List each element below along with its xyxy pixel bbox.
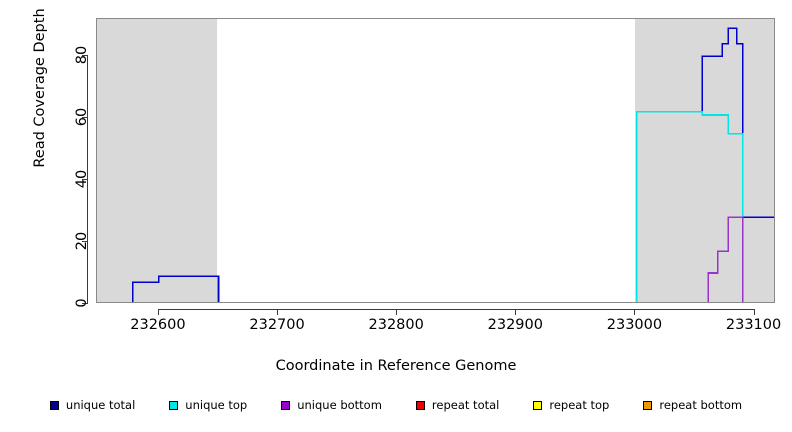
y-axis-tick (82, 117, 88, 119)
x-axis-line (157, 309, 754, 310)
legend: unique total unique top unique bottom repea… (0, 398, 792, 412)
legend-label: repeat top (549, 398, 610, 412)
x-axis-label: Coordinate in Reference Genome (275, 358, 517, 374)
x-axis-tick-label: 232600 (130, 317, 186, 333)
y-axis-tick (82, 241, 88, 243)
y-axis-tick (82, 303, 88, 304)
legend-item[interactable]: repeat total (415, 398, 500, 412)
x-axis-tick-label: 233100 (725, 317, 782, 333)
legend-swatch-icon (281, 400, 291, 410)
legend-swatch-icon (415, 400, 425, 410)
x-axis-tick (634, 309, 636, 315)
legend-label: unique bottom (297, 398, 382, 412)
y-axis-tick-label: 0 (74, 298, 90, 308)
x-axis-tick-label: 232700 (249, 317, 305, 333)
x-axis-tick-label: 232800 (368, 317, 424, 333)
series-line (131, 27, 774, 302)
x-axis-tick (157, 309, 159, 315)
legend-label: repeat bottom (659, 398, 743, 412)
legend-label: repeat total (431, 398, 500, 412)
legend-swatch-icon (169, 400, 179, 410)
legend-item[interactable]: repeat bottom (643, 398, 742, 412)
y-axis-tick-label: 20 (74, 231, 90, 251)
y-axis-tick-label: 60 (74, 107, 90, 127)
legend-label: unique total (65, 398, 136, 412)
x-axis-tick (277, 309, 279, 315)
y-axis-label: Read Coverage Depth (32, 8, 48, 168)
y-axis-tick (82, 55, 88, 57)
legend-item[interactable]: repeat top (533, 398, 609, 412)
shaded-region (635, 19, 774, 302)
series-line (707, 216, 744, 302)
x-axis-tick-label: 232900 (487, 317, 543, 333)
x-axis-tick (515, 309, 517, 315)
x-axis-tick-label: 233000 (606, 317, 663, 333)
y-axis-tick (82, 179, 88, 181)
legend-swatch-icon (533, 400, 543, 410)
series-lines (131, 27, 774, 302)
y-axis-tick-label: 40 (74, 169, 90, 189)
y-axis-tick-label: 80 (74, 45, 90, 65)
legend-swatch-icon (49, 400, 59, 410)
legend-label: unique top (185, 398, 248, 412)
legend-item[interactable]: unique top (169, 398, 247, 412)
x-axis-tick (396, 309, 398, 315)
shaded-region (97, 19, 218, 302)
plot-area (96, 18, 775, 303)
legend-item[interactable]: unique total (49, 398, 136, 412)
x-axis-tick (753, 309, 755, 315)
legend-swatch-icon (643, 400, 653, 410)
legend-item[interactable]: unique bottom (281, 398, 382, 412)
series-line (635, 111, 744, 302)
